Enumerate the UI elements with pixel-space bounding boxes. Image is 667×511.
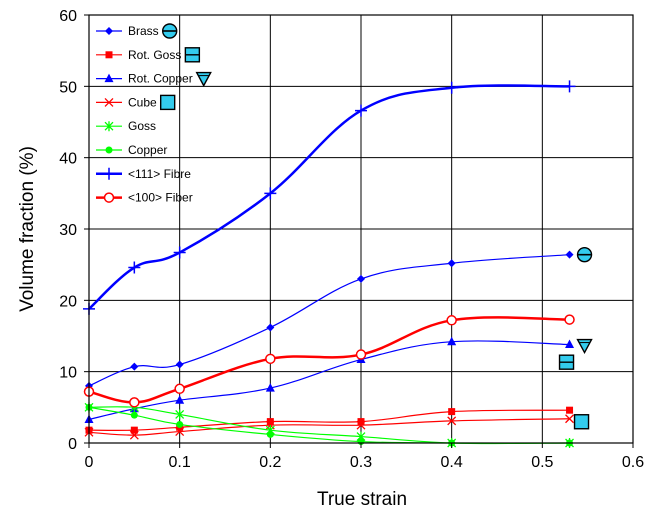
legend-item: Brass — [96, 23, 178, 39]
data-point — [447, 416, 457, 426]
data-point — [356, 420, 366, 430]
data-point — [128, 261, 141, 274]
x-tick-label: 0 — [85, 454, 94, 471]
data-point — [175, 395, 185, 404]
data-point — [448, 408, 456, 416]
data-point — [355, 349, 367, 360]
x-tick-label: 0.2 — [259, 454, 281, 471]
data-point — [565, 339, 575, 349]
brass-symbol-icon — [576, 246, 593, 263]
data-point — [175, 409, 185, 420]
end-symbols — [558, 246, 593, 430]
legend-marker — [105, 51, 113, 59]
data-point — [565, 414, 574, 424]
y-tick-label: 0 — [68, 436, 77, 453]
legend-item: <100> Fiber — [96, 191, 193, 205]
legend: Brass Rot. Goss Rot. Copper Cube Goss Copper <… — [96, 23, 212, 205]
series-7 — [83, 314, 575, 408]
legend-label: <100> Fiber — [128, 191, 193, 205]
legend-symbol-icon — [184, 47, 201, 63]
legend-item: Rot. Goss — [96, 47, 201, 63]
y-tick-label: 40 — [59, 151, 77, 168]
legend-label: Cube — [128, 95, 157, 109]
data-point — [445, 81, 458, 94]
data-point — [175, 427, 185, 437]
x-axis-title: True strain — [317, 489, 407, 510]
legend-item: Rot. Copper — [96, 71, 212, 88]
x-tick-label: 0.6 — [622, 454, 644, 471]
legend-label: Rot. Copper — [128, 72, 193, 86]
legend-label: Rot. Goss — [128, 48, 181, 62]
legend-symbol-icon — [161, 23, 178, 39]
data-point — [129, 397, 140, 408]
data-point — [266, 323, 275, 332]
x-tick-label: 0.1 — [169, 454, 191, 471]
legend-marker — [104, 73, 114, 83]
data-point — [564, 314, 575, 325]
series-line — [88, 418, 570, 436]
legend-item: <111> Fibre — [96, 167, 191, 181]
legend-item: Cube — [96, 94, 176, 111]
legend-label: Copper — [128, 143, 167, 157]
data-point — [355, 104, 367, 117]
x-tick-label: 0.3 — [350, 454, 372, 471]
rot-copper-symbol-icon — [576, 338, 593, 355]
legend-label: Goss — [128, 119, 156, 133]
data-point — [129, 430, 139, 440]
legend-marker — [103, 192, 115, 203]
legend-label: <111> Fibre — [128, 167, 191, 181]
y-tick-label: 30 — [59, 222, 77, 239]
legend-marker — [104, 97, 114, 107]
legend-marker — [103, 167, 115, 180]
legend-item: Copper — [96, 143, 167, 157]
rot-goss-symbol-icon — [558, 354, 575, 370]
y-tick-label: 10 — [59, 365, 77, 382]
data-point — [176, 420, 184, 428]
legend-marker — [105, 27, 113, 35]
legend-symbol-icon — [195, 71, 212, 88]
data-point — [265, 383, 275, 392]
data-point — [357, 274, 365, 283]
data-point — [566, 406, 574, 414]
x-tick-label: 0.4 — [441, 454, 463, 471]
data-point — [563, 80, 576, 93]
data-point — [446, 315, 457, 326]
data-point — [447, 336, 457, 346]
cube-symbol-icon — [573, 414, 590, 430]
data-point — [130, 411, 138, 419]
series-line — [88, 254, 570, 387]
data-point — [130, 426, 138, 434]
y-tick-label: 20 — [59, 293, 77, 310]
legend-marker — [105, 146, 113, 154]
series-layer — [83, 80, 576, 448]
data-point — [130, 362, 139, 371]
y-tick-label: 50 — [59, 79, 77, 96]
legend-symbol-icon — [159, 94, 176, 111]
data-point — [357, 418, 365, 426]
axes: 0 10 20 30 40 50 60 0 0.1 0.2 0.3 0.4 0.5 0.6 — [59, 8, 644, 471]
data-point — [266, 418, 274, 426]
data-point — [565, 250, 574, 259]
x-tick-label: 0.5 — [531, 454, 553, 471]
legend-item: Goss — [96, 119, 156, 133]
legend-marker — [104, 121, 114, 132]
data-point — [265, 353, 276, 365]
y-tick-label: 60 — [59, 8, 77, 25]
data-point — [175, 360, 184, 369]
data-point — [174, 383, 185, 395]
y-axis-title: Volume fraction (%) — [17, 146, 38, 312]
data-point — [264, 187, 277, 200]
data-point — [447, 259, 456, 268]
legend-label: Brass — [128, 24, 159, 38]
series-0 — [85, 250, 574, 390]
data-point — [173, 246, 186, 259]
data-point — [266, 430, 274, 438]
